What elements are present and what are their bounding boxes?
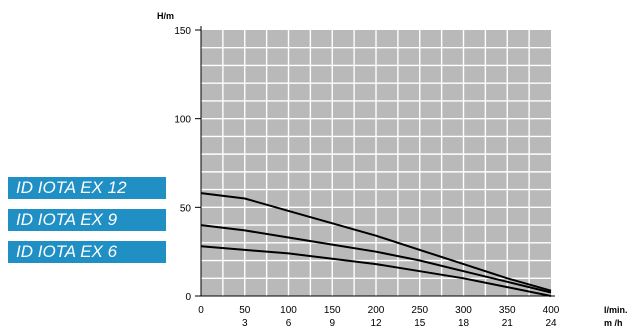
y-tick-label: 0 xyxy=(185,292,191,303)
x-tick-label-secondary: 24 xyxy=(545,318,557,329)
x-axis-title: l/min. xyxy=(604,305,628,315)
x-tick-label: 400 xyxy=(543,305,560,316)
series-line-id-iota-ex-9 xyxy=(200,224,552,294)
x-tick-label-secondary: 15 xyxy=(414,318,426,329)
grid-layer xyxy=(201,30,551,296)
x-tick-label: 250 xyxy=(411,305,428,316)
series-layer xyxy=(200,192,552,297)
x-tick-label: 50 xyxy=(239,305,251,316)
x-axis-title-secondary: m /h xyxy=(604,318,623,328)
legend-item-id-iota-ex-6: ID IOTA EX 6 xyxy=(8,241,166,263)
x-tick-label: 100 xyxy=(280,305,297,316)
x-tick-label-secondary: 21 xyxy=(502,318,514,329)
x-tick-label: 150 xyxy=(324,305,341,316)
y-tick-label: 100 xyxy=(174,115,191,126)
x-tick-label-secondary: 9 xyxy=(329,318,335,329)
x-tick-label-secondary: 18 xyxy=(458,318,470,329)
x-tick-label-secondary: 12 xyxy=(370,318,382,329)
y-tick-label: 150 xyxy=(174,26,191,37)
legend-item-id-iota-ex-9: ID IOTA EX 9 xyxy=(8,209,166,231)
x-tick-label: 350 xyxy=(499,305,516,316)
axes-layer xyxy=(195,26,555,297)
x-tick-label-secondary: 6 xyxy=(286,318,292,329)
series-line-id-iota-ex-12 xyxy=(200,192,552,292)
x-tick-label-secondary: 3 xyxy=(242,318,248,329)
series-line-id-iota-ex-6 xyxy=(200,245,552,297)
x-tick-label: 300 xyxy=(455,305,472,316)
y-tick-label: 50 xyxy=(180,203,192,214)
labels-layer: 0 50 100 150 0 50 100 150 200 250 300 350 400 3 6 9 12 15… xyxy=(157,11,628,329)
x-tick-label: 0 xyxy=(198,305,204,316)
x-tick-label: 200 xyxy=(368,305,385,316)
y-axis-title: H/m xyxy=(157,11,174,21)
legend-item-id-iota-ex-12: ID IOTA EX 12 xyxy=(8,177,166,199)
